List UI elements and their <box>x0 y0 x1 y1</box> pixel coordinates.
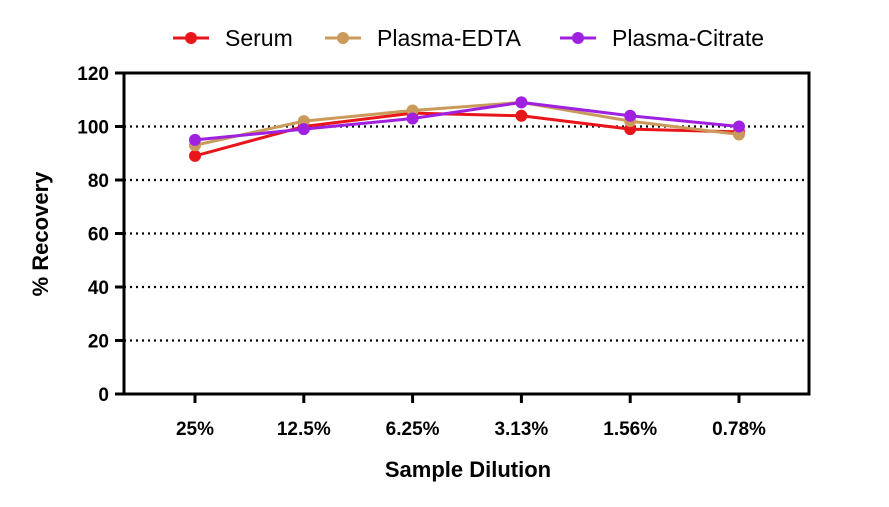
legend-item-plasma-edta: Plasma-EDTA <box>325 25 522 51</box>
legend-item-serum: Serum <box>173 25 293 51</box>
data-point-plasma-citrate-2 <box>406 112 419 125</box>
legend: Serum Plasma-EDTA Plasma-Citrate <box>173 25 764 51</box>
x-tick-label-2: 6.25% <box>386 419 440 440</box>
series-line-plasma-edta <box>194 100 740 147</box>
data-point-plasma-citrate-0 <box>189 133 201 146</box>
series-serum <box>189 107 745 162</box>
data-point-serum-3 <box>515 109 528 122</box>
y-tick-label-0: 0 <box>98 385 109 406</box>
data-point-plasma-citrate-5 <box>733 120 745 133</box>
gridlines <box>124 125 809 342</box>
x-tick-label-5: 0.78% <box>712 419 766 440</box>
legend-marker-plasma-edta <box>337 32 349 44</box>
y-tick-label-120: 120 <box>77 64 109 85</box>
legend-label-plasma-citrate: Plasma-Citrate <box>612 25 764 51</box>
legend-marker-plasma-citrate <box>572 32 584 44</box>
series-lines <box>189 96 745 162</box>
series-line-plasma-citrate <box>194 100 740 142</box>
legend-label-plasma-edta: Plasma-EDTA <box>377 25 522 51</box>
y-tick-label-60: 60 <box>88 225 109 246</box>
series-plasma-edta <box>189 96 745 152</box>
legend-item-plasma-citrate: Plasma-Citrate <box>560 25 764 51</box>
legend-label-serum: Serum <box>225 25 293 51</box>
data-point-serum-0 <box>189 149 201 162</box>
legend-marker-serum <box>185 32 197 44</box>
x-tick-label-1: 12.5% <box>277 419 331 440</box>
x-tick-label-4: 1.56% <box>603 419 657 440</box>
x-tick-label-3: 3.13% <box>494 419 548 440</box>
data-point-plasma-citrate-3 <box>515 96 528 109</box>
data-point-plasma-citrate-4 <box>624 109 637 122</box>
y-tick-label-100: 100 <box>77 118 109 139</box>
y-tick-label-40: 40 <box>88 278 109 299</box>
data-point-plasma-citrate-1 <box>297 123 310 136</box>
axes: 0 20 40 60 80 100 120 25% 12.5% 6.25% 3.13% 1.56% 0.… <box>77 64 811 440</box>
y-tick-label-20: 20 <box>88 332 109 353</box>
y-tick-label-80: 80 <box>88 171 109 192</box>
series-plasma-citrate <box>189 96 745 146</box>
x-tick-label-0: 25% <box>176 419 214 440</box>
y-axis-title: % Recovery <box>28 171 53 297</box>
x-axis-title: Sample Dilution <box>385 457 551 482</box>
